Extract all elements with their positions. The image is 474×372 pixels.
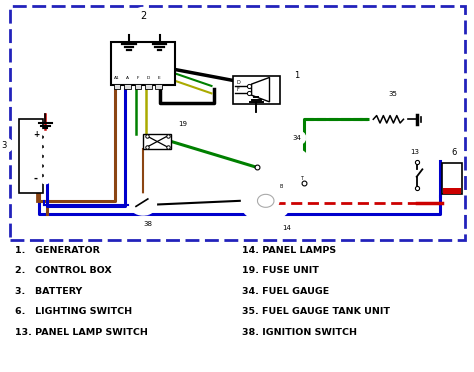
Text: T: T xyxy=(300,176,302,181)
Circle shape xyxy=(41,148,50,155)
Text: A1: A1 xyxy=(114,76,120,80)
Circle shape xyxy=(41,167,50,174)
Circle shape xyxy=(41,138,50,145)
Circle shape xyxy=(445,145,464,160)
FancyBboxPatch shape xyxy=(443,188,461,193)
Text: 19: 19 xyxy=(179,121,188,127)
Circle shape xyxy=(240,180,292,221)
Text: F: F xyxy=(237,87,240,92)
Text: 34. FUEL GAUGE: 34. FUEL GAUGE xyxy=(242,287,329,296)
Text: 1: 1 xyxy=(294,71,299,80)
Circle shape xyxy=(287,131,306,145)
Text: 38: 38 xyxy=(143,221,152,227)
Circle shape xyxy=(446,166,451,170)
Circle shape xyxy=(133,7,154,24)
FancyBboxPatch shape xyxy=(145,84,152,89)
Text: 14. PANEL LAMPS: 14. PANEL LAMPS xyxy=(242,246,336,255)
Circle shape xyxy=(446,175,451,179)
Text: 6: 6 xyxy=(452,148,457,157)
FancyBboxPatch shape xyxy=(135,84,141,89)
Circle shape xyxy=(453,166,458,170)
Text: D: D xyxy=(237,80,240,85)
Circle shape xyxy=(383,87,402,102)
Circle shape xyxy=(130,194,156,215)
Text: 35: 35 xyxy=(389,92,398,97)
Circle shape xyxy=(174,116,192,131)
FancyBboxPatch shape xyxy=(233,76,280,103)
Circle shape xyxy=(446,183,451,187)
Text: 1.   GENERATOR: 1. GENERATOR xyxy=(15,246,100,255)
Text: F: F xyxy=(137,76,139,80)
Text: 19. FUSE UNIT: 19. FUSE UNIT xyxy=(242,266,319,275)
Text: 14: 14 xyxy=(283,225,292,231)
FancyBboxPatch shape xyxy=(442,163,462,194)
Text: 3.   BATTERY: 3. BATTERY xyxy=(15,287,82,296)
Circle shape xyxy=(138,217,157,231)
Circle shape xyxy=(41,177,50,184)
Circle shape xyxy=(41,158,50,164)
FancyBboxPatch shape xyxy=(19,119,43,193)
Text: 35. FUEL GAUGE TANK UNIT: 35. FUEL GAUGE TANK UNIT xyxy=(242,307,390,316)
Circle shape xyxy=(257,146,312,189)
Circle shape xyxy=(453,175,458,179)
Circle shape xyxy=(253,190,279,211)
Circle shape xyxy=(282,161,299,174)
Text: 2.   CONTROL BOX: 2. CONTROL BOX xyxy=(15,266,111,275)
Text: -: - xyxy=(34,174,38,184)
Circle shape xyxy=(287,68,306,83)
Text: D: D xyxy=(146,76,150,80)
Circle shape xyxy=(369,104,408,135)
Circle shape xyxy=(277,220,296,235)
Circle shape xyxy=(0,138,13,153)
Circle shape xyxy=(405,144,424,159)
Text: 13. PANEL LAMP SWITCH: 13. PANEL LAMP SWITCH xyxy=(15,328,147,337)
FancyBboxPatch shape xyxy=(114,84,120,89)
Circle shape xyxy=(453,183,458,187)
Text: 38. IGNITION SWITCH: 38. IGNITION SWITCH xyxy=(242,328,357,337)
Text: A: A xyxy=(126,76,129,80)
FancyBboxPatch shape xyxy=(143,134,172,149)
Text: +: + xyxy=(33,129,39,139)
FancyBboxPatch shape xyxy=(111,42,175,85)
Text: E: E xyxy=(157,76,160,80)
Text: B: B xyxy=(279,183,283,189)
Circle shape xyxy=(271,161,287,174)
FancyBboxPatch shape xyxy=(124,84,131,89)
Text: 6.   LIGHTING SWITCH: 6. LIGHTING SWITCH xyxy=(15,307,132,316)
Text: 34: 34 xyxy=(292,135,301,141)
Text: 13: 13 xyxy=(410,149,419,155)
Circle shape xyxy=(41,129,50,136)
Text: 3: 3 xyxy=(1,141,7,150)
FancyBboxPatch shape xyxy=(155,84,162,89)
Text: 2: 2 xyxy=(140,10,146,20)
